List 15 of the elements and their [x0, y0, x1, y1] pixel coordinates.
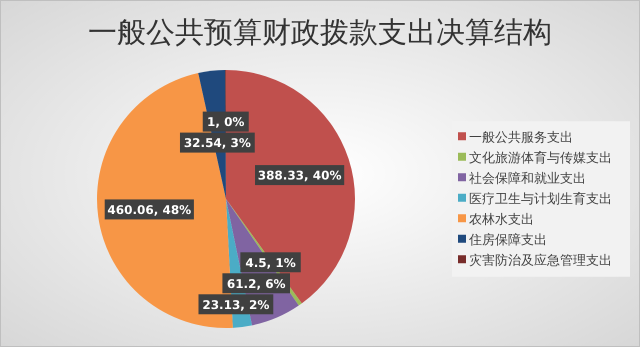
legend-label: 社会保障和就业支出 — [469, 171, 586, 186]
legend-label: 灾害防治及应急管理支出 — [469, 252, 612, 268]
legend-label: 文化旅游体育与传媒支出 — [469, 150, 612, 166]
chart-title: 一般公共预算财政拨款支出决算结构 — [88, 15, 552, 49]
legend-label: 农林水支出 — [469, 212, 534, 228]
legend-label: 医疗卫生与计划生育支出 — [469, 190, 612, 207]
legend-label: 一般公共服务支出 — [469, 130, 573, 146]
data-label: 1, 0% — [207, 115, 244, 130]
data-label: 388.33, 40% — [258, 168, 342, 183]
data-label: 460.06, 48% — [107, 202, 192, 217]
legend-label: 住房保障支出 — [468, 232, 547, 248]
data-label: 61.2, 6% — [226, 276, 286, 291]
data-label: 32.54, 3% — [184, 136, 251, 150]
data-label: 4.5, 1% — [245, 256, 296, 270]
data-label: 23.13, 2% — [202, 298, 270, 312]
